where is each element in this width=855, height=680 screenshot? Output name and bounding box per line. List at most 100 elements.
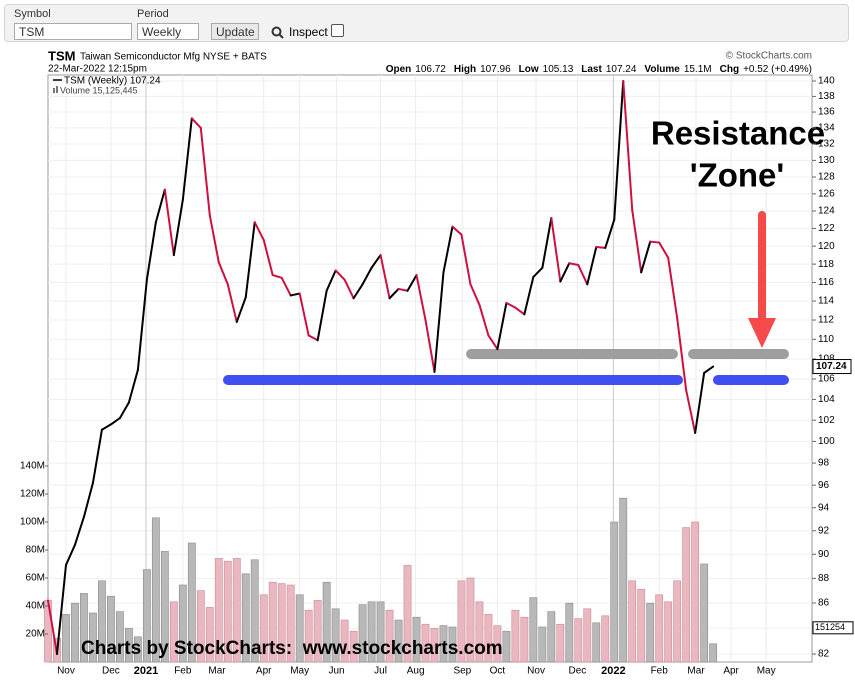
volume-bar: [619, 497, 628, 663]
x-tick-label: May: [290, 666, 309, 677]
price-segment: [325, 269, 337, 292]
volume-bar: [673, 580, 682, 663]
update-button[interactable]: Update: [211, 23, 259, 40]
quote: Open 106.72 High 107.96 Low 105.13 Last 107.24 V…: [386, 64, 812, 75]
volume-bar: [430, 628, 439, 663]
volume-bar: [223, 560, 232, 663]
price-segment: [676, 317, 688, 392]
price-segment: [685, 389, 697, 434]
price-segment: [451, 225, 463, 236]
y2-tick-label: 20M: [26, 629, 45, 640]
price-segment: [271, 274, 283, 279]
quote-value: 107.96: [480, 64, 511, 75]
volume-bar: [538, 626, 547, 663]
y-tick-label: 122: [818, 223, 835, 234]
volume-bar: [412, 616, 421, 663]
y-tick-label: 138: [818, 91, 835, 102]
volume-bar: [313, 600, 322, 663]
price-segment: [289, 292, 301, 297]
y-tick-label: 106: [818, 374, 835, 385]
inspect-label: Inspect: [289, 25, 328, 39]
price-segment: [496, 301, 508, 351]
y-tick-label: 134: [818, 123, 835, 134]
x-tick-label: Feb: [651, 666, 669, 677]
price-segment: [703, 365, 715, 374]
volume-bar: [682, 527, 691, 663]
price-segment: [514, 306, 526, 316]
quote-label: Low: [519, 64, 539, 75]
symbol-label: Symbol: [14, 8, 51, 20]
x-tick-label: Apr: [256, 666, 272, 677]
volume-bar: [124, 628, 133, 663]
x-tick-label: Jun: [328, 666, 344, 677]
price-segment: [649, 240, 661, 244]
price-segment: [136, 278, 148, 371]
legend-volume-icon: [56, 86, 58, 93]
price-segment: [145, 221, 157, 281]
price-segment: [316, 289, 328, 342]
price-segment: [226, 283, 238, 323]
price-segment: [586, 246, 598, 286]
period-label: Period: [137, 8, 169, 20]
volume-bar: [637, 588, 646, 663]
volume-bar: [214, 558, 223, 663]
price-segment: [55, 564, 67, 655]
volume-box: [812, 621, 854, 635]
y2-tick-label: 140M: [20, 461, 45, 472]
price-segment: [631, 209, 643, 274]
volume-bar: [196, 590, 205, 663]
volume-bar: [376, 601, 385, 663]
price-segment: [622, 80, 634, 212]
volume-bar: [295, 594, 304, 663]
symbol-input[interactable]: TSM: [14, 23, 132, 40]
inspect-checkbox[interactable]: [331, 24, 344, 37]
watermark: Charts by StockCharts: www.stockcharts.c…: [81, 638, 503, 659]
price-segment: [253, 221, 265, 241]
quote-label: Open: [386, 64, 412, 75]
volume-bar: [331, 608, 340, 663]
volume-bar: [268, 581, 277, 663]
price-segment: [406, 274, 418, 292]
price-segment: [334, 269, 346, 281]
price-segment: [370, 254, 382, 269]
quote-label: Last: [581, 64, 602, 75]
volume-bar: [80, 593, 88, 663]
volume-bar: [304, 609, 313, 663]
volume-bar: [502, 630, 511, 663]
price-segment: [352, 283, 364, 300]
volume-bar: [646, 602, 655, 663]
volume-bar: [187, 542, 196, 663]
price-segment: [460, 233, 472, 286]
volume-bar: [259, 594, 268, 663]
y2-tick-label: 120M: [20, 489, 45, 500]
price-segment: [307, 334, 319, 342]
volume-bar: [664, 601, 673, 663]
price-segment: [388, 287, 400, 300]
annotation: 'Zone': [690, 157, 785, 194]
volume-bar: [241, 573, 250, 663]
price-segment: [523, 275, 535, 316]
y-tick-label: 116: [818, 277, 834, 288]
price-segment: [244, 221, 256, 299]
quote-label: Volume: [644, 64, 680, 75]
price-segment: [298, 292, 310, 337]
volume-bar: [511, 609, 520, 663]
volume-bar: [367, 601, 376, 663]
volume-bar: [151, 517, 160, 663]
price-segment: [208, 214, 220, 264]
y-tick-label: 114: [818, 296, 834, 307]
legend-price: TSM (Weekly) 107.24: [64, 76, 161, 87]
volume-bar: [133, 636, 142, 663]
volume-bar: [691, 521, 700, 663]
y-tick-label: 82: [818, 649, 830, 660]
y-tick-label: 86: [818, 598, 830, 609]
price-segment: [478, 303, 490, 337]
price-segment: [433, 271, 445, 373]
x-tick-label: Sep: [453, 666, 471, 677]
quote-label: Chg: [720, 64, 739, 75]
y-tick-label: 98: [818, 458, 830, 469]
volume-bar: [439, 625, 448, 663]
period-select[interactable]: Weekly: [137, 23, 199, 40]
volume-bar: [277, 583, 286, 663]
